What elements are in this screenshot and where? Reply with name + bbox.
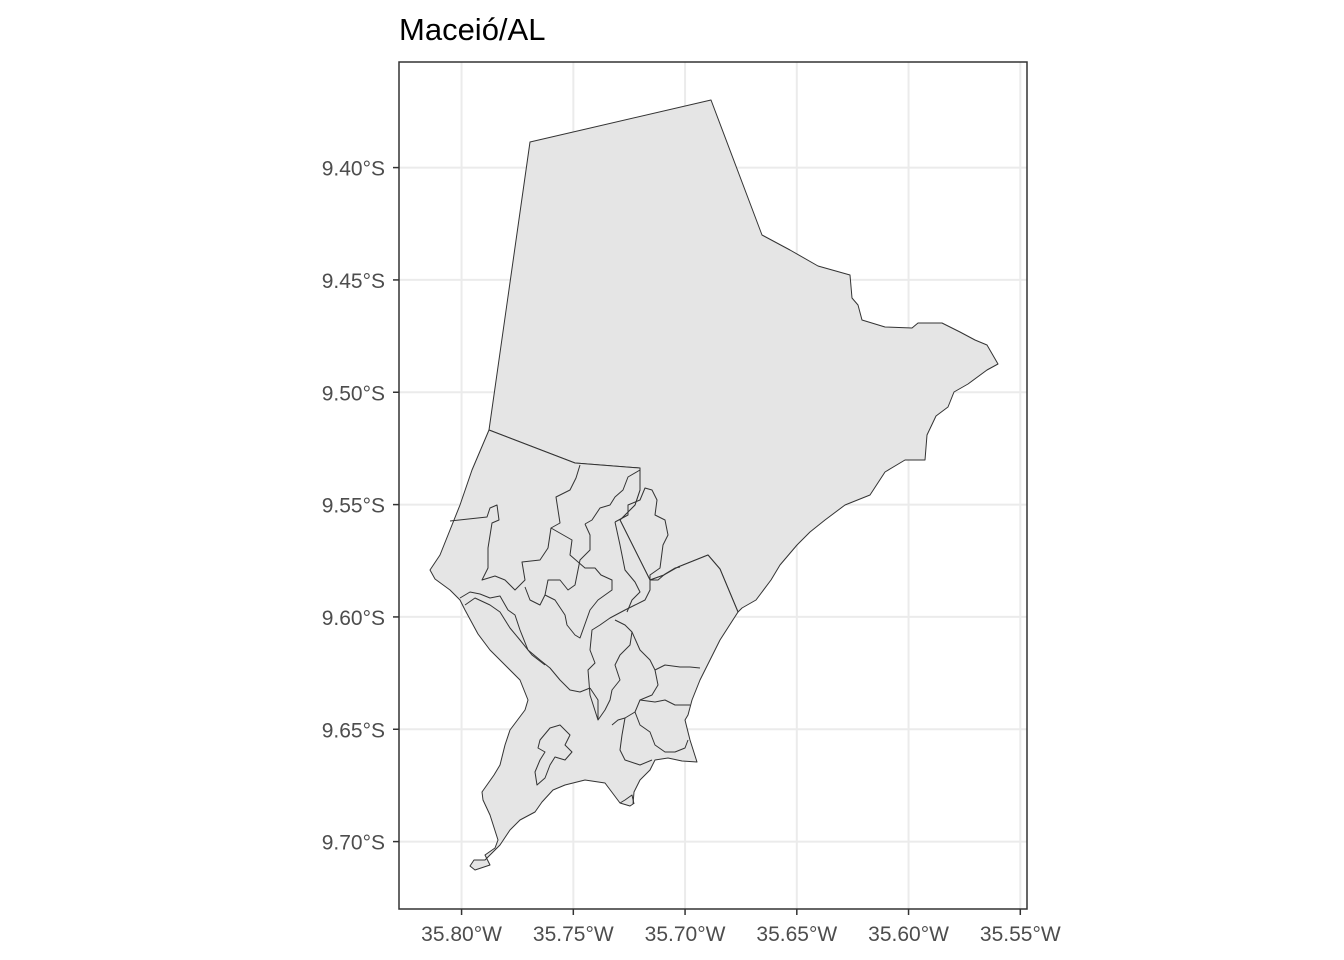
district-boundary [650,566,681,581]
map-panel-border [398,61,1028,910]
district-boundary [587,487,669,721]
district-boundary [634,711,689,753]
y-tick-label: 9.40°S [322,158,385,181]
chart-title: Maceió/AL [399,12,545,47]
district-boundary [449,464,581,591]
district-boundary [584,469,641,525]
x-tick-label: 35.60°W [868,923,949,946]
y-tick-label: 9.70°S [322,832,385,855]
district-boundary [614,521,641,613]
district-boundary [639,699,690,706]
x-axis: 35.80°W 35.75°W 35.70°W 35.65°W 35.60°W 35.55… [421,909,1061,946]
x-tick-label: 35.70°W [645,923,726,946]
district-boundary [631,631,701,671]
y-tick-label: 9.55°S [322,495,385,518]
y-axis: 9.40°S 9.45°S 9.50°S 9.55°S 9.60°S 9.65°S 9.70… [322,158,399,855]
district-boundary [544,523,591,596]
x-tick-label: 35.80°W [421,923,502,946]
y-tick-label: 9.50°S [322,382,385,405]
x-tick-label: 35.65°W [756,923,837,946]
district-boundary [589,687,599,720]
district-boundary [459,591,591,693]
region-south [429,429,739,871]
map-regions [429,99,999,871]
district-boundary [611,669,659,726]
y-tick-label: 9.65°S [322,719,385,742]
district-boundary [524,527,613,639]
district-boundary [464,597,546,666]
x-tick-label: 35.55°W [980,923,1061,946]
y-tick-label: 9.60°S [322,607,385,630]
y-tick-label: 9.45°S [322,270,385,293]
x-tick-label: 35.75°W [533,923,614,946]
district-boundary [534,724,573,786]
district-boundary [619,717,653,766]
district-boundary [619,794,635,805]
